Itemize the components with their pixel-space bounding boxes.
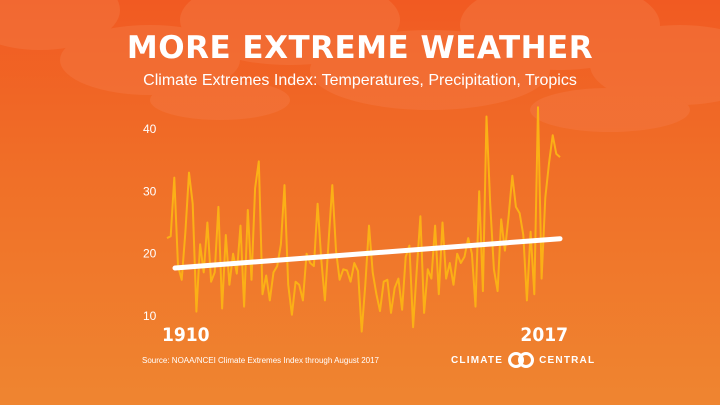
y-tick-label: 10 xyxy=(143,309,157,323)
climate-central-logo: CLIMATE CENTRAL xyxy=(451,350,595,370)
x-tick-label-end: 2017 xyxy=(520,324,568,346)
y-tick-label: 20 xyxy=(143,247,157,261)
brand-right: CENTRAL xyxy=(539,354,596,366)
source-note: Source: NOAA/NCEI Climate Extremes Index… xyxy=(142,356,380,365)
chart-subtitle: Climate Extremes Index: Temperatures, Pr… xyxy=(143,72,577,89)
x-tick-label-start: 1910 xyxy=(162,324,210,346)
y-tick-label: 30 xyxy=(143,184,157,198)
cloud-decoration xyxy=(0,0,720,132)
brand-left: CLIMATE xyxy=(451,354,504,366)
trend-line xyxy=(172,236,563,271)
cei-series-line xyxy=(166,106,561,333)
chart-title: MORE EXTREME WEATHER xyxy=(126,30,594,66)
y-tick-label: 40 xyxy=(143,122,157,136)
climate-central-logo-icon xyxy=(508,352,535,368)
